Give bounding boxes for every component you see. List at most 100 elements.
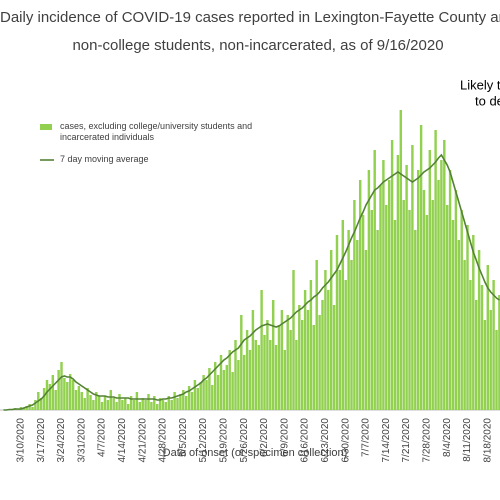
bar (31, 407, 34, 410)
bar (39, 398, 43, 410)
bar (109, 390, 113, 410)
bar (132, 400, 136, 410)
bar (399, 110, 403, 410)
bar (379, 185, 382, 410)
bar (141, 398, 144, 410)
bar (80, 392, 84, 410)
bar (54, 390, 57, 410)
bar (492, 280, 495, 410)
legend-item: 7 day moving average (60, 154, 149, 164)
bar (390, 140, 394, 410)
bar (211, 385, 214, 410)
bar (408, 210, 411, 410)
bar (112, 398, 115, 410)
bar (370, 210, 374, 410)
bar (428, 150, 432, 410)
bar (292, 270, 295, 410)
bar (242, 355, 246, 410)
bar (324, 270, 327, 410)
bar (402, 200, 405, 410)
bar (225, 365, 229, 410)
bar (448, 170, 452, 410)
bar (283, 350, 287, 410)
annotation: Likely to (460, 77, 500, 92)
bar (129, 396, 133, 410)
bar (474, 300, 478, 410)
bar (138, 402, 142, 410)
legend-label: cases, excluding college/university stud… (60, 121, 253, 142)
bar (231, 372, 234, 410)
bar (434, 130, 437, 410)
bar (463, 260, 466, 410)
x-axis-label: Date of onset (or specimen collection) (163, 447, 348, 459)
bar (135, 392, 139, 410)
bar (425, 215, 429, 410)
bar (240, 315, 243, 410)
bar (327, 290, 330, 410)
bar (155, 404, 159, 410)
x-tick-label: 7/21/2020 (401, 418, 412, 463)
bar (437, 180, 440, 410)
bar (254, 340, 258, 410)
bar (321, 300, 324, 410)
bar (318, 315, 321, 410)
bar (385, 205, 388, 410)
bar (193, 380, 197, 410)
bar (472, 235, 475, 410)
bar (477, 250, 481, 410)
bar (260, 290, 263, 410)
bar (199, 382, 202, 410)
bar (451, 220, 455, 410)
bar (202, 375, 205, 410)
bar (205, 380, 208, 410)
bar (179, 394, 182, 410)
x-tick-label: 6/23/2020 (320, 418, 331, 463)
bar (396, 155, 400, 410)
bar (405, 165, 408, 410)
bar (86, 388, 89, 410)
bar (350, 260, 353, 410)
chart-title: non-college students, non-incarcerated, … (72, 37, 443, 54)
bar (419, 125, 423, 410)
bar (182, 390, 185, 410)
x-tick-label: 8/11/2020 (462, 418, 473, 462)
x-tick-label: 5/5/2020 (178, 418, 189, 457)
bar (454, 190, 458, 410)
bar (309, 280, 313, 410)
bar (25, 406, 28, 410)
bar (34, 400, 37, 410)
bar (460, 210, 463, 410)
bar (338, 270, 342, 410)
bar (266, 320, 269, 410)
bar (71, 380, 75, 410)
x-tick-label: 5/26/2020 (239, 418, 250, 463)
bar (300, 320, 304, 410)
x-tick-label: 7/7/2020 (361, 418, 372, 457)
bar (60, 362, 63, 410)
bar (431, 200, 434, 410)
x-tick-label: 4/7/2020 (97, 418, 108, 457)
x-tick-label: 6/30/2020 (340, 418, 351, 463)
bar (100, 402, 104, 410)
x-tick-label: 7/14/2020 (381, 418, 392, 463)
bar (271, 300, 275, 410)
bar (196, 388, 200, 410)
bar (440, 160, 443, 410)
x-tick-label: 4/14/2020 (117, 418, 128, 463)
bar (495, 330, 498, 410)
bar (277, 325, 281, 410)
bar (167, 396, 171, 410)
bar (68, 374, 72, 410)
bar (95, 392, 98, 410)
bar (251, 310, 255, 410)
x-tick-label: 8/4/2020 (442, 418, 453, 457)
bar (335, 235, 339, 410)
bar (219, 355, 223, 410)
bar (263, 335, 266, 410)
bar (51, 375, 55, 410)
bar (103, 396, 107, 410)
bar (124, 398, 127, 410)
x-tick-label: 6/9/2020 (279, 418, 290, 457)
bar (176, 398, 179, 410)
